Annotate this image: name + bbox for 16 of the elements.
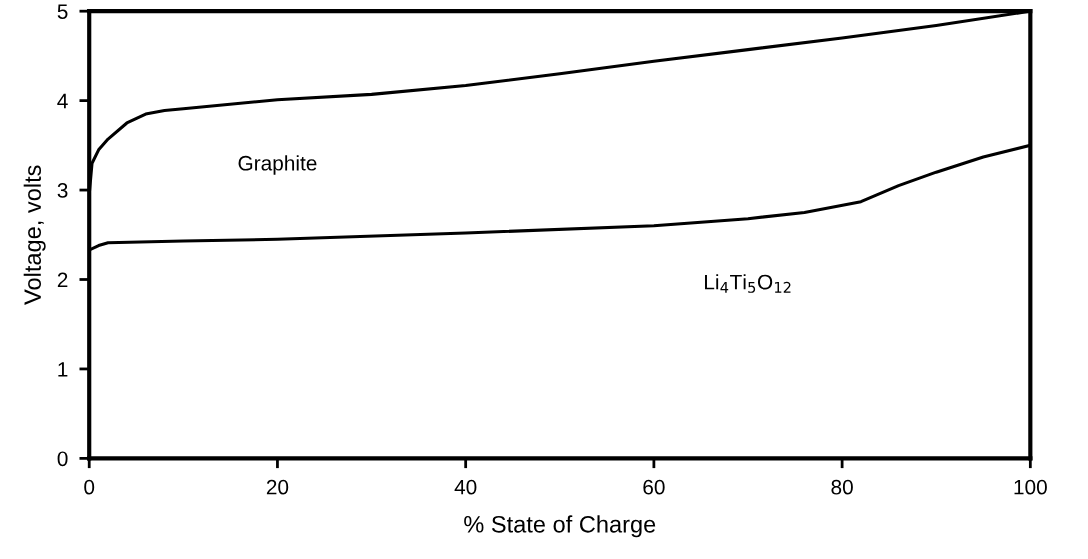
y-tick-label: 5 (57, 4, 68, 19)
text: Li$_{4}$Ti$_{5}$O$_{12}$ (705, 274, 791, 293)
x-tick-label: 60 (643, 479, 665, 495)
x-tick-label: 100 (1014, 479, 1047, 495)
x-axis-title: % State of Charge (464, 515, 656, 538)
text: Graphite (238, 155, 317, 175)
y-tick-label: 2 (57, 272, 68, 288)
y-tick-label: 3 (57, 183, 68, 198)
y-axis-title: Voltage, volts (23, 165, 46, 305)
y-tick-label: 0 (57, 451, 68, 467)
x-tick-label: 40 (454, 479, 477, 495)
y-tick-label: 1 (58, 362, 68, 377)
x-tick-label: 80 (831, 479, 853, 495)
y-tick-label: 4 (57, 93, 68, 109)
x-tick-label: 20 (266, 479, 289, 495)
x-tick-label: 0 (84, 479, 95, 495)
